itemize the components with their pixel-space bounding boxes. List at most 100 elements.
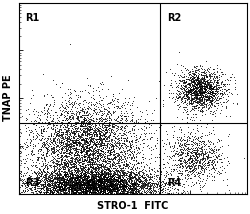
Point [212, 167, 216, 170]
Point [72, 186, 76, 190]
Point [42, 191, 46, 195]
Point [64, 180, 68, 184]
Point [118, 176, 122, 180]
Point [109, 182, 113, 186]
Point [60, 156, 64, 160]
Point [103, 184, 107, 187]
Point [98, 83, 102, 86]
Point [113, 181, 117, 185]
Point [208, 159, 212, 162]
Point [68, 144, 72, 148]
Point [190, 147, 194, 150]
Point [65, 177, 69, 181]
Point [204, 98, 208, 101]
Point [21, 181, 25, 184]
Point [188, 81, 192, 85]
Point [131, 191, 135, 195]
Point [113, 189, 117, 192]
Point [84, 190, 87, 194]
Point [64, 153, 68, 156]
Point [49, 175, 53, 178]
Point [84, 188, 88, 192]
Point [34, 178, 38, 181]
Point [60, 141, 64, 145]
Point [138, 186, 142, 189]
Point [112, 123, 116, 126]
Point [60, 143, 64, 147]
Point [77, 175, 81, 178]
Point [92, 186, 96, 190]
Point [146, 187, 150, 191]
Point [210, 152, 214, 155]
Point [190, 80, 194, 84]
Point [61, 181, 65, 184]
Point [145, 172, 149, 176]
Point [98, 109, 102, 113]
Point [56, 162, 60, 166]
Point [188, 156, 192, 159]
Point [188, 88, 192, 92]
Point [192, 156, 196, 160]
Point [59, 188, 63, 192]
Point [94, 150, 98, 154]
Point [110, 175, 114, 179]
Point [194, 95, 198, 99]
Point [172, 149, 176, 152]
Point [87, 159, 91, 163]
Point [93, 144, 97, 147]
Point [68, 177, 72, 181]
Point [197, 161, 201, 164]
Point [192, 89, 196, 92]
Point [136, 179, 140, 183]
Point [198, 91, 202, 95]
Point [206, 94, 210, 97]
Point [85, 175, 89, 178]
Point [148, 184, 152, 187]
Point [116, 178, 120, 181]
Point [200, 80, 203, 84]
Point [92, 108, 96, 112]
Point [192, 71, 196, 75]
Point [59, 127, 63, 130]
Point [90, 132, 94, 135]
Point [96, 168, 100, 171]
Point [79, 164, 83, 168]
Point [176, 175, 180, 178]
Point [134, 183, 138, 187]
Point [79, 168, 83, 172]
Point [70, 173, 74, 176]
Point [86, 155, 90, 159]
Point [183, 98, 187, 102]
Point [76, 148, 80, 151]
Point [188, 87, 192, 91]
Point [84, 158, 88, 162]
Point [94, 188, 98, 192]
Point [58, 181, 62, 184]
Point [180, 138, 184, 142]
Point [78, 191, 82, 194]
Point [182, 76, 186, 79]
Point [93, 190, 97, 194]
Point [100, 179, 104, 182]
Point [177, 158, 181, 161]
Point [82, 178, 86, 181]
Point [48, 172, 52, 175]
Point [47, 122, 51, 126]
Point [102, 136, 106, 139]
Point [110, 178, 114, 182]
Point [109, 179, 113, 183]
Point [194, 161, 198, 165]
Point [99, 142, 103, 146]
Point [73, 192, 77, 195]
Point [198, 96, 202, 99]
Point [150, 175, 154, 179]
Point [111, 162, 115, 166]
Point [78, 162, 82, 165]
Point [65, 133, 69, 136]
Point [193, 94, 197, 97]
Point [67, 187, 71, 190]
Point [58, 128, 62, 131]
Point [108, 175, 112, 179]
Point [72, 140, 76, 144]
Point [70, 187, 74, 190]
